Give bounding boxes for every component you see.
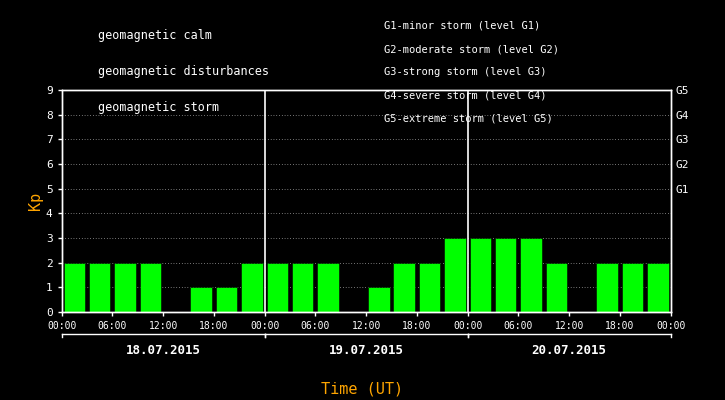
Bar [597,263,618,312]
Text: G5-extreme storm (level G5): G5-extreme storm (level G5) [384,114,553,124]
Text: G2-moderate storm (level G2): G2-moderate storm (level G2) [384,44,559,54]
Bar [394,263,415,312]
Text: geomagnetic storm: geomagnetic storm [98,102,219,114]
Bar [89,263,110,312]
Y-axis label: Kp: Kp [28,192,43,210]
Text: geomagnetic calm: geomagnetic calm [98,30,212,42]
Bar [368,287,389,312]
Bar [647,263,668,312]
Bar [495,238,516,312]
Text: 18.07.2015: 18.07.2015 [125,344,201,356]
Text: Time (UT): Time (UT) [321,381,404,396]
Bar [521,238,542,312]
Bar [191,287,212,312]
Bar [546,263,567,312]
Bar [419,263,440,312]
Bar [241,263,262,312]
Bar [140,263,161,312]
Text: G4-severe storm (level G4): G4-severe storm (level G4) [384,91,547,101]
Text: geomagnetic disturbances: geomagnetic disturbances [98,66,269,78]
Text: G3-strong storm (level G3): G3-strong storm (level G3) [384,67,547,77]
Bar [470,238,491,312]
Bar [318,263,339,312]
Bar [115,263,136,312]
Bar [216,287,237,312]
Bar [64,263,85,312]
Bar [444,238,465,312]
Bar [292,263,313,312]
Text: 19.07.2015: 19.07.2015 [328,344,404,356]
Bar [267,263,288,312]
Text: G1-minor storm (level G1): G1-minor storm (level G1) [384,21,541,31]
Text: 20.07.2015: 20.07.2015 [531,344,607,356]
Bar [622,263,643,312]
